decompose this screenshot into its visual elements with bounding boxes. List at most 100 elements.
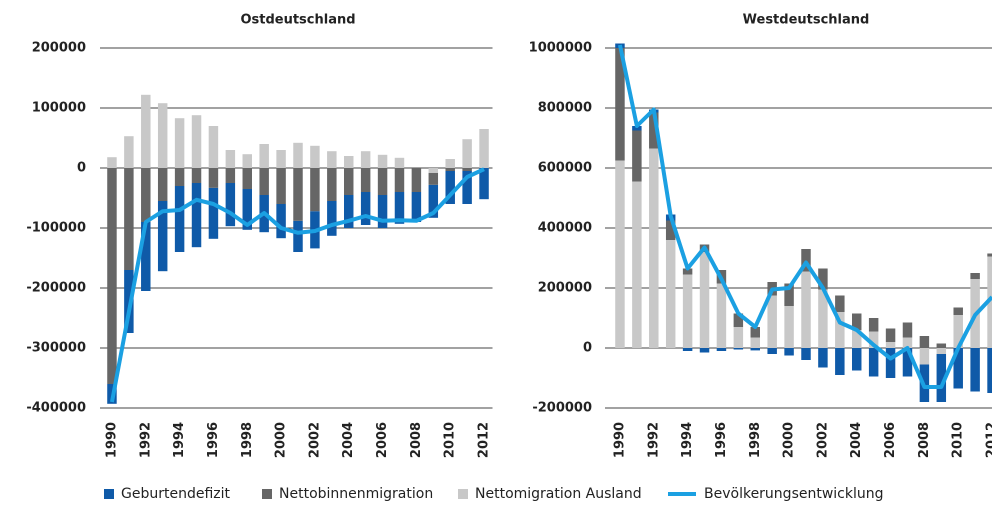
bar (276, 204, 286, 239)
x-tick-label: 2008 (409, 422, 424, 458)
bar (310, 145, 320, 168)
bar (835, 348, 845, 375)
bar (767, 295, 777, 348)
bar (699, 348, 710, 353)
x-tick-label: 2004 (341, 422, 356, 458)
bar (868, 348, 879, 377)
bar (411, 192, 422, 222)
bar (868, 318, 879, 332)
bar (293, 142, 303, 168)
legend-label: Nettobinnenmigration (279, 486, 433, 502)
bar (157, 168, 168, 201)
y-tick-label: -400000 (26, 401, 86, 416)
x-tick-label: 1996 (206, 422, 221, 458)
x-tick-label: 1992 (138, 422, 153, 458)
bar (445, 168, 455, 171)
x-tick-label: 2000 (274, 422, 289, 458)
bar (107, 168, 117, 384)
bar (141, 94, 151, 168)
bar (225, 183, 236, 227)
bar (344, 195, 354, 228)
legend: Geburtendefizit Nettobinnenmigration Net… (104, 486, 884, 502)
bar (394, 168, 405, 192)
bar (750, 337, 760, 348)
bar (818, 348, 828, 368)
series-group: Bevölkerungsentwicklung (617, 44, 992, 389)
bar (784, 348, 794, 356)
x-tick-label: 2000 (782, 422, 797, 458)
x-tick-label: 2006 (375, 422, 390, 458)
bar (276, 150, 286, 168)
legend-swatch (104, 489, 114, 499)
bar (733, 313, 744, 327)
bar (953, 315, 963, 348)
chart-title: Ostdeutschland (240, 13, 355, 28)
bar (428, 184, 439, 218)
bar (953, 348, 963, 389)
bar (124, 168, 134, 270)
y-tick-label: -300000 (26, 341, 86, 356)
bar (902, 322, 913, 338)
bar (242, 189, 252, 230)
x-tick-label: 1990 (612, 422, 627, 458)
bar (970, 273, 980, 279)
bar (327, 151, 337, 168)
x-tick-label: 2002 (307, 422, 322, 458)
bar (360, 168, 371, 192)
bar (479, 168, 489, 200)
x-tick-label: 2002 (815, 422, 830, 458)
legend-label: Geburtendefizit (121, 486, 231, 502)
bar (411, 168, 422, 192)
bar (377, 168, 388, 195)
y-tick-label: 0 (77, 161, 86, 176)
bar (479, 129, 489, 168)
y-tick-label: 200000 (538, 281, 592, 296)
bar (750, 327, 760, 338)
bar (191, 168, 202, 183)
x-tick-label: 1992 (646, 422, 661, 458)
bar (936, 348, 947, 354)
bar (174, 186, 185, 252)
y-tick-label: 400000 (538, 221, 592, 236)
bar (259, 168, 269, 195)
line (617, 44, 992, 389)
bar (852, 330, 862, 348)
bar (377, 195, 388, 228)
x-tick-label: 2012 (985, 422, 992, 458)
bar (377, 154, 388, 168)
bar (919, 348, 930, 365)
bar (953, 307, 963, 315)
bar (107, 157, 117, 168)
x-tick-label: 1990 (104, 422, 119, 458)
bar (394, 192, 405, 224)
bar (868, 331, 879, 348)
bar (242, 154, 252, 168)
bar (970, 348, 980, 392)
bar (462, 139, 472, 168)
bar (987, 253, 992, 257)
bar (716, 348, 727, 351)
legend-label: Nettomigration Ausland (475, 486, 642, 502)
legend-swatch (458, 489, 468, 499)
bar (784, 306, 794, 348)
x-tick-label: 2010 (443, 422, 458, 458)
bar (445, 171, 455, 204)
bar (649, 148, 659, 348)
y-tick-label: 800000 (538, 101, 592, 116)
bar (818, 289, 828, 348)
bar (208, 126, 219, 168)
bar (682, 274, 693, 348)
x-tick-label: 2006 (883, 422, 898, 458)
bar (835, 312, 845, 348)
bar (191, 115, 202, 168)
bar (733, 327, 744, 348)
bar (327, 201, 337, 236)
bar (428, 168, 439, 173)
bar (615, 160, 625, 348)
bar (242, 168, 252, 189)
bar (733, 348, 744, 350)
bar (360, 151, 371, 168)
bar (750, 348, 760, 351)
bar (259, 144, 269, 168)
